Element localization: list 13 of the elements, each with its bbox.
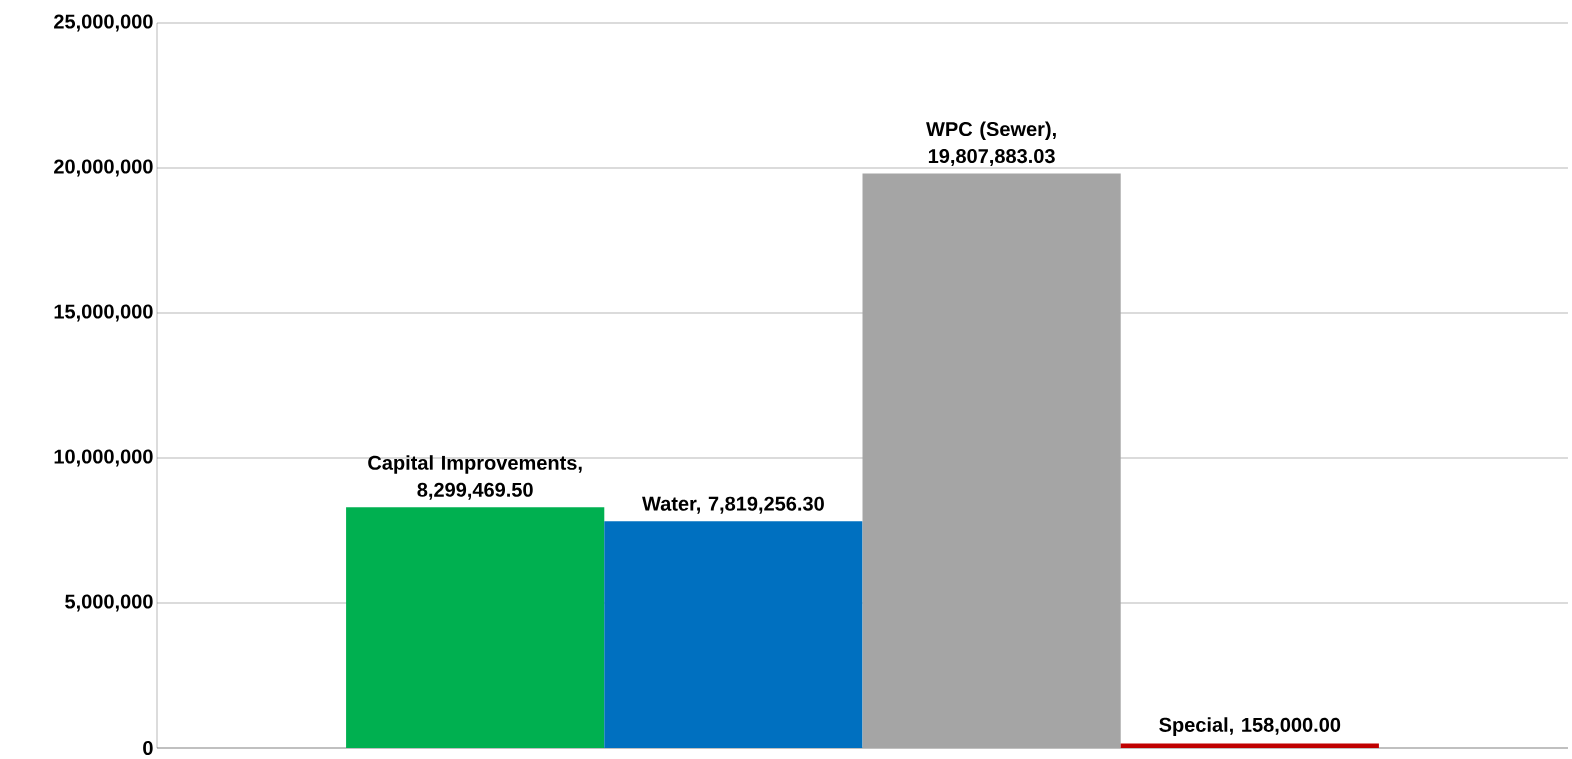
y-tick-label: 10,000,000 <box>54 449 153 467</box>
data-label: Capital Improvements, 8,299,469.50 <box>368 455 582 500</box>
y-tick-label: 25,000,000 <box>54 14 153 32</box>
y-tick-label: 0 <box>143 740 153 756</box>
y-tick-label: 5,000,000 <box>65 594 153 612</box>
bar <box>1120 743 1379 748</box>
y-tick-label: 15,000,000 <box>54 304 153 322</box>
bar <box>604 521 863 748</box>
bar <box>346 507 605 748</box>
data-label: Special, 158,000.00 <box>1159 717 1341 736</box>
y-tick-label: 20,000,000 <box>54 159 153 177</box>
data-label: WPC (Sewer), 19,807,883.03 <box>926 121 1056 167</box>
data-label: Water, 7,819,256.30 <box>642 496 824 514</box>
